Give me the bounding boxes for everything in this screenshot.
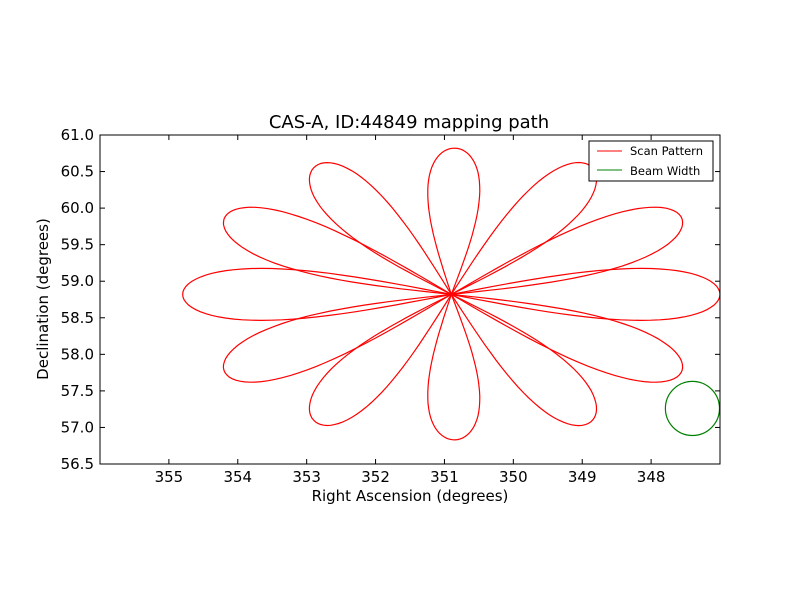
series-scan-pattern <box>182 147 721 441</box>
y-axis-label: Declination (degrees) <box>34 218 52 380</box>
y-tick-label: 61.0 <box>61 126 94 144</box>
scan-petal <box>308 292 453 427</box>
legend-label-scan-pattern: Scan Pattern <box>630 144 703 158</box>
y-tick-label: 57.5 <box>61 382 94 400</box>
plot-area <box>99 134 721 465</box>
scan-petal <box>222 293 452 383</box>
scan-petal <box>427 292 481 441</box>
y-axis: 56.5 57.0 57.5 58.0 58.5 59.0 59.5 60.0 60.5 61.0 <box>61 126 720 473</box>
y-tick-label: 56.5 <box>61 455 94 473</box>
x-tick-label: 353 <box>292 468 321 486</box>
x-tick-label: 349 <box>568 468 597 486</box>
legend: Scan Pattern Beam Width <box>588 140 714 182</box>
scan-petal <box>427 147 481 297</box>
plot-frame <box>99 134 721 465</box>
y-tick-label: 59.0 <box>61 272 94 290</box>
x-tick-label: 354 <box>223 468 252 486</box>
y-tick-label: 58.0 <box>61 345 94 363</box>
scan-petal <box>222 206 452 295</box>
chart-title: CAS-A, ID:44849 mapping path <box>269 112 549 133</box>
legend-label-beam-width: Beam Width <box>630 164 700 178</box>
scan-petal <box>451 293 684 383</box>
x-tick-label: 350 <box>499 468 528 486</box>
y-tick-label: 58.5 <box>61 309 94 327</box>
y-tick-label: 60.5 <box>61 163 94 181</box>
scan-petal <box>182 267 452 322</box>
scan-petal <box>449 292 598 427</box>
x-tick-label: 355 <box>155 468 184 486</box>
x-axis: 355 354 353 352 351 350 349 348 <box>155 135 666 486</box>
y-tick-label: 60.0 <box>61 199 94 217</box>
x-tick-label: 352 <box>361 468 390 486</box>
x-tick-label: 351 <box>430 468 459 486</box>
y-tick-label: 59.5 <box>61 236 94 254</box>
y-tick-label: 57.0 <box>61 418 94 436</box>
scan-petal <box>451 206 684 295</box>
beam-width-circle <box>664 380 721 437</box>
x-tick-label: 348 <box>637 468 666 486</box>
legend-box <box>588 140 714 182</box>
x-axis-label: Right Ascension (degrees) <box>312 487 509 505</box>
scan-petal <box>308 161 453 296</box>
